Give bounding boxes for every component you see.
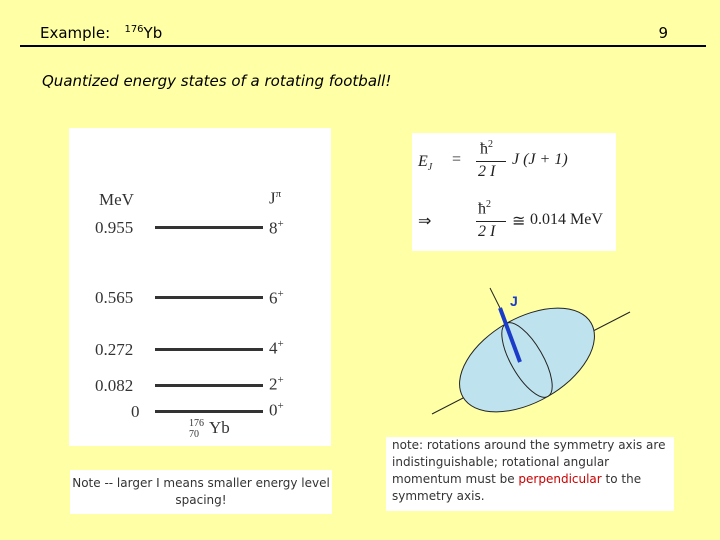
football-ellipsoid: [459, 307, 595, 413]
level-line: [155, 348, 263, 351]
element-symbol: Yb: [143, 24, 163, 42]
slide-subtitle: Quantized energy states of a rotating fo…: [42, 72, 392, 90]
level-spin: 4+: [269, 338, 284, 358]
level-line: [155, 410, 263, 413]
header-title: Example: 176Yb: [40, 24, 162, 42]
note-left: Note -- larger I means smaller energy le…: [70, 470, 332, 514]
rotational-energy-formula: EJ = ħ2 2 I J (J + 1) ⇒ ħ2 2 I ≅ 0.014 M…: [412, 133, 616, 251]
energy-unit-label: MeV: [99, 190, 134, 209]
fraction-bar: [476, 221, 506, 222]
level-spin: 0+: [269, 400, 284, 420]
level-line: [155, 384, 263, 387]
j-label: J: [510, 293, 518, 309]
formula-hbar: ħ2: [480, 139, 493, 158]
implies-arrow: ⇒: [418, 213, 432, 230]
formula-denominator-2: 2 I: [478, 223, 496, 240]
page-number: 9: [658, 24, 668, 42]
mass-number: 176: [124, 24, 144, 35]
fraction-bar: [476, 161, 506, 162]
formula-equals: =: [452, 151, 462, 168]
note-right: note: rotations around the symmetry axis…: [386, 437, 674, 511]
level-energy: 0.272: [95, 340, 134, 359]
formula-value: 0.014 MeV: [530, 211, 603, 228]
level-energy: 0.565: [95, 288, 134, 307]
spin-parity-header: Jπ: [269, 188, 282, 208]
level-energy: 0: [131, 402, 140, 421]
formula-lhs: EJ: [418, 153, 433, 174]
level-spin: 8+: [269, 218, 284, 238]
level-energy: 0.082: [95, 376, 134, 395]
example-label: Example:: [40, 24, 111, 42]
header-divider: [20, 45, 706, 47]
formula-denominator: 2 I: [478, 163, 496, 180]
level-spin: 6+: [269, 288, 284, 308]
angular-momentum-vector: [498, 307, 522, 363]
angular-momentum-line: [489, 287, 501, 309]
rotating-ellipsoid-diagram: J: [431, 287, 631, 415]
formula-hbar-2: ħ2: [478, 199, 491, 218]
level-energy: 0.955: [95, 218, 134, 237]
approx-symbol: ≅: [512, 213, 526, 230]
highlight-word: perpendicular: [518, 472, 602, 486]
level-spin: 2+: [269, 374, 284, 394]
energy-level-diagram: MeV Jπ 0.955 8+ 0.565 6+ 0.272 4+ 0.082 …: [69, 128, 331, 446]
level-line: [155, 226, 263, 229]
formula-j-term: J (J + 1): [512, 151, 568, 168]
level-line: [155, 296, 263, 299]
